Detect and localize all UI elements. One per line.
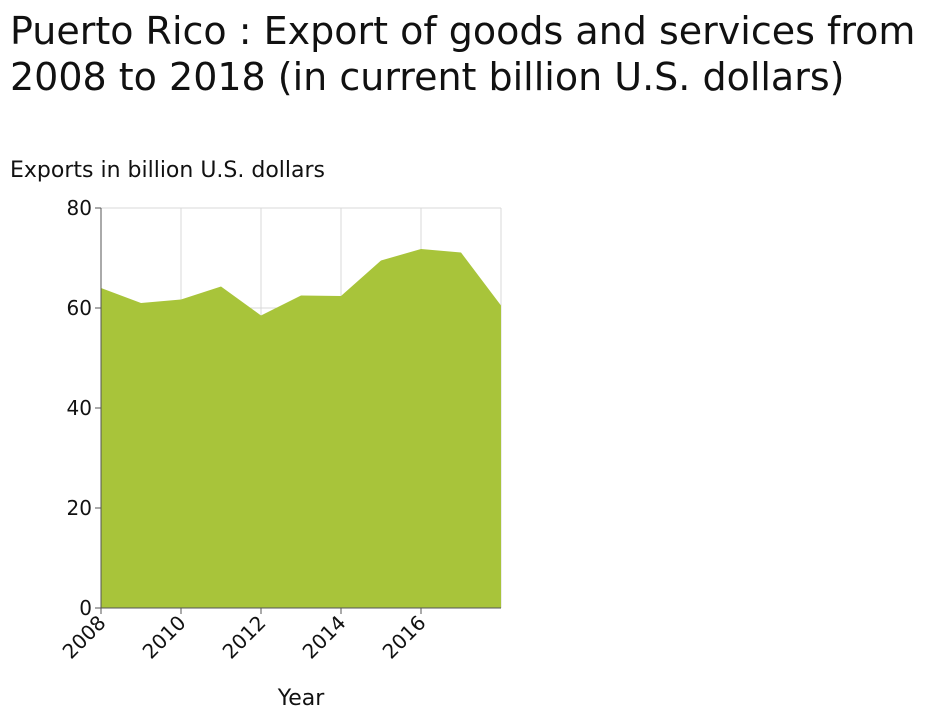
x-axis-label: Year <box>277 686 326 711</box>
x-tick-label: 2016 <box>378 611 431 664</box>
x-tick-label: 2010 <box>138 611 191 664</box>
y-tick-label: 0 <box>79 596 92 620</box>
chart-title: Puerto Rico : Export of goods and servic… <box>10 9 916 99</box>
x-tick-labels: 2008 2010 2012 2014 2016 <box>58 608 431 664</box>
y-tick-labels: 0 20 40 60 80 <box>67 196 101 620</box>
y-tick-label: 80 <box>67 196 92 220</box>
y-tick-label: 60 <box>67 296 92 320</box>
y-axis-label: Exports in billion U.S. dollars <box>10 158 326 183</box>
x-tick-label: 2012 <box>218 611 271 664</box>
y-tick-label: 20 <box>67 496 92 520</box>
y-tick-label: 40 <box>67 396 92 420</box>
x-tick-label: 2014 <box>298 611 351 664</box>
exports-area <box>101 249 501 608</box>
